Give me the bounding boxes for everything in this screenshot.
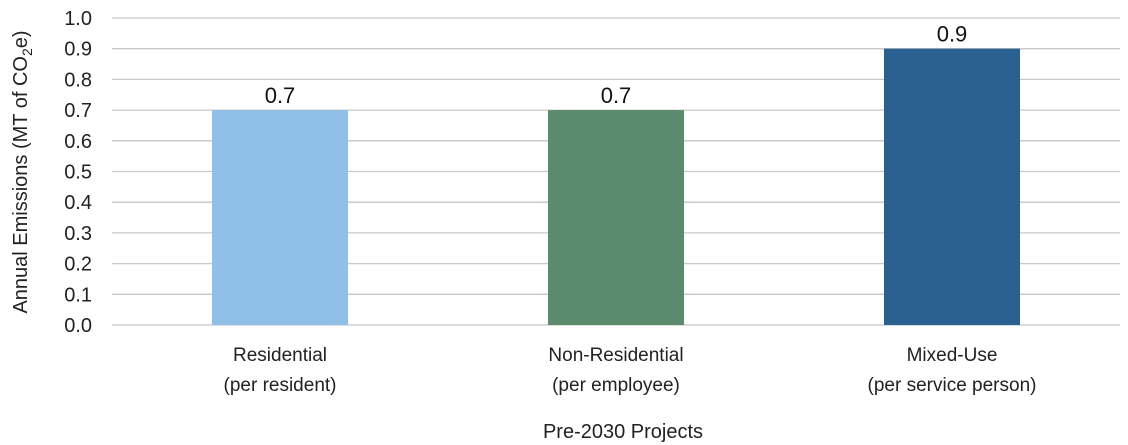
x-axis-categories: Residential (per resident) Non-Residential… [224,345,1037,396]
category-label-line1: Non-Residential [548,345,683,366]
y-tick-label: 0.0 [64,315,92,337]
category-label-line1: Residential [233,345,327,366]
bars [212,48,1020,325]
category-label-line1: Mixed-Use [907,345,998,366]
bar [884,48,1020,325]
y-tick-label: 0.3 [64,223,92,245]
data-label: 0.9 [937,22,968,47]
category-label-line2: (per service person) [868,375,1037,396]
category-label-line2: (per employee) [552,375,680,396]
category-label-line2: (per resident) [224,375,337,396]
y-tick-label: 0.1 [64,284,92,306]
y-tick-label: 0.9 [64,39,92,61]
y-axis-title: Annual Emissions (MT of CO2e) [10,30,35,313]
y-tick-label: 0.2 [64,254,92,276]
data-labels: 0.7 0.7 0.9 [265,22,968,108]
y-axis-title-tail: e) [10,30,32,48]
y-axis-title-main: Annual Emissions (MT of CO [10,56,32,314]
y-axis-title-subscript: 2 [19,48,35,56]
y-tick-label: 0.6 [64,131,92,153]
y-tick-label: 0.4 [64,192,92,214]
bar [548,110,684,325]
y-tick-label: 1.0 [64,8,92,30]
y-axis-ticks: 0.0 0.1 0.2 0.3 0.4 0.5 0.6 0.7 0.8 0.9 1.0 [64,8,92,337]
data-label: 0.7 [601,83,632,108]
y-tick-label: 0.8 [64,69,92,91]
y-tick-label: 0.7 [64,100,92,122]
y-tick-label: 0.5 [64,162,92,184]
x-axis-title: Pre-2030 Projects [543,421,703,443]
bar [212,110,348,325]
data-label: 0.7 [265,83,296,108]
